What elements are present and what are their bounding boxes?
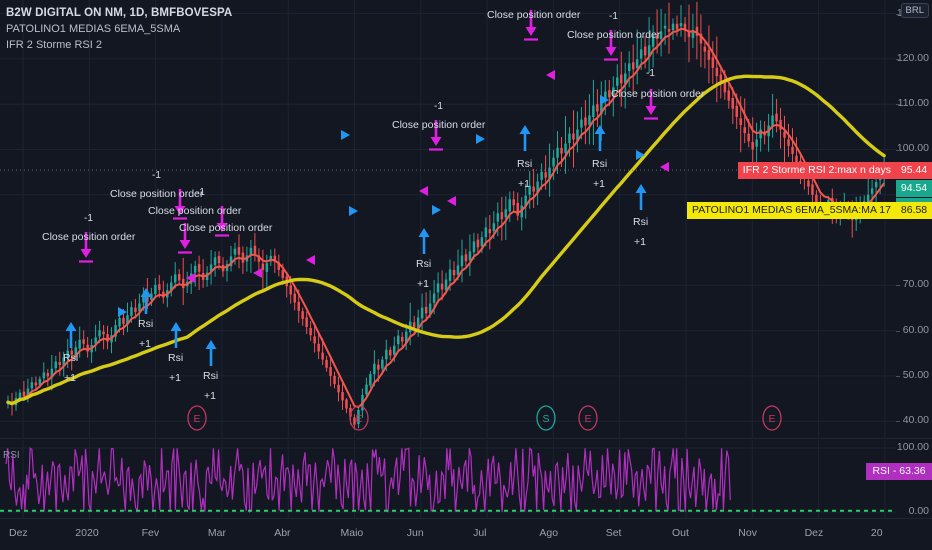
rsi-entry-label: Rsi	[517, 158, 533, 170]
short-quantity-label: -1	[196, 187, 205, 198]
time-axis-tick: Nov	[738, 527, 757, 539]
sma-value-tag: 86.58	[896, 201, 932, 219]
price-axis-tickmark	[896, 330, 900, 332]
ema-value-tag: 94.54	[896, 179, 932, 197]
rsi-indicator-pane[interactable]: RSI	[0, 440, 896, 518]
candlestick-series	[6, 1, 886, 430]
long-quantity-label: +1	[593, 178, 605, 190]
currency-badge: BRL	[900, 3, 929, 18]
close-position-order-label: Close position order	[110, 188, 204, 200]
rsi-entry-label: Rsi	[592, 158, 608, 170]
time-axis-tick: Dez	[9, 527, 28, 539]
close-position-order-label: Close position order	[179, 222, 273, 234]
short-quantity-label: -1	[84, 213, 93, 224]
rsi-value-tag: RSI - 63.36	[866, 462, 932, 480]
svg-text:E: E	[584, 413, 591, 425]
rsi-entry-label: Rsi	[416, 258, 432, 270]
svg-text:S: S	[542, 413, 549, 425]
short-quantity-label: -1	[609, 11, 618, 22]
time-axis-tick: Jul	[473, 527, 487, 539]
rsi-entry-label: Rsi	[63, 352, 79, 364]
time-axis-tick: Ago	[539, 527, 559, 539]
price-axis-tickmark	[896, 421, 900, 423]
long-quantity-label: +1	[139, 338, 151, 350]
price-axis-tick: 70.00	[902, 278, 929, 291]
rsi-entry-label: Rsi	[138, 318, 154, 330]
short-quantity-label: -1	[646, 68, 655, 79]
time-axis-tick: Jun	[406, 527, 424, 539]
close-position-order-label: Close position order	[148, 205, 242, 217]
time-axis-tick: Mar	[207, 527, 226, 539]
time-axis-tick: Fev	[141, 527, 160, 539]
price-chart-svg: E E S E E	[0, 0, 896, 438]
time-axis-tick: 2020	[75, 527, 99, 539]
close-position-order-label: Close position order	[487, 9, 581, 21]
sma-line-series	[6, 74, 886, 406]
short-quantity-label: -1	[152, 170, 161, 181]
price-axis-tickmark	[896, 375, 900, 377]
close-position-order-label: Close position order	[392, 119, 486, 131]
time-axis-tick: Out	[672, 527, 689, 539]
ema-line-series	[7, 27, 885, 409]
time-axis-tick: 20	[870, 527, 883, 539]
rsi-strategy-flag: IFR 2 Storme RSI 2:max n days	[737, 161, 896, 179]
long-quantity-label: +1	[518, 178, 530, 190]
price-gridlines	[0, 0, 896, 438]
price-axis-tickmark	[896, 58, 900, 60]
close-position-order-label: Close position order	[567, 29, 661, 41]
price-axis-tick: 110.00	[897, 97, 929, 110]
rsi-entry-label: Rsi	[633, 216, 649, 228]
rsi-pane-label: RSI	[3, 450, 20, 461]
long-quantity-label: +1	[204, 390, 216, 402]
time-axis-tick: Maio	[340, 527, 364, 539]
svg-text:E: E	[193, 413, 200, 425]
rsi-gridlines	[0, 440, 896, 518]
price-axis[interactable]: 130.00120.00110.00100.0090.0070.0060.005…	[896, 0, 932, 438]
price-axis-tick: 120.00	[896, 51, 929, 64]
trade-signal-arrows	[65, 10, 669, 366]
price-axis-tick: 50.00	[902, 368, 929, 381]
long-quantity-label: +1	[64, 372, 76, 384]
price-axis-tickmark	[896, 104, 900, 106]
price-axis-tick: 60.00	[902, 323, 929, 336]
short-quantity-label: -1	[434, 101, 443, 112]
time-axis-tick: Dez	[804, 527, 824, 539]
time-axis-tick: Abr	[274, 527, 291, 539]
price-chart-pane[interactable]: E E S E E	[0, 0, 896, 438]
long-quantity-label: +1	[417, 278, 429, 290]
time-axis[interactable]: Dez 2020 Fev Mar Abr Maio Jun Jul Ago Set Out Nov De…	[0, 519, 932, 550]
rsi-axis-tick: 100.00	[896, 441, 929, 453]
rsi-axis[interactable]: 100.00 0.00	[896, 440, 932, 518]
rsi-chart-svg	[0, 440, 896, 518]
close-position-order-label: Close position order	[611, 88, 705, 100]
trade-entry-exit-markers: E E S E E	[187, 405, 782, 431]
price-axis-tickmark	[896, 13, 900, 15]
rsi-entry-label: Rsi	[203, 370, 219, 382]
medias-strategy-flag: PATOLINO1 MEDIAS 6EMA_5SMA:MA 17	[687, 201, 896, 219]
pane-divider-bottom	[0, 518, 932, 519]
rsi-entry-label: Rsi	[168, 352, 184, 364]
close-position-order-label: Close position order	[42, 231, 136, 243]
short-quantity-label: -1	[529, 0, 538, 2]
svg-text:E: E	[355, 413, 362, 425]
price-axis-tickmark	[896, 285, 900, 287]
last-price-tag: 95.44	[896, 161, 932, 179]
long-quantity-label: +1	[169, 372, 181, 384]
time-axis-tick: Set	[605, 527, 622, 539]
pane-divider-top	[0, 438, 932, 439]
long-quantity-label: +1	[634, 236, 646, 248]
rsi-line-series	[5, 446, 731, 514]
rsi-axis-tick: 0.00	[908, 505, 929, 517]
svg-text:E: E	[768, 413, 775, 425]
price-axis-tickmark	[896, 149, 900, 151]
price-axis-tick: 40.00	[902, 414, 929, 427]
price-axis-tick: 100.00	[896, 142, 929, 155]
